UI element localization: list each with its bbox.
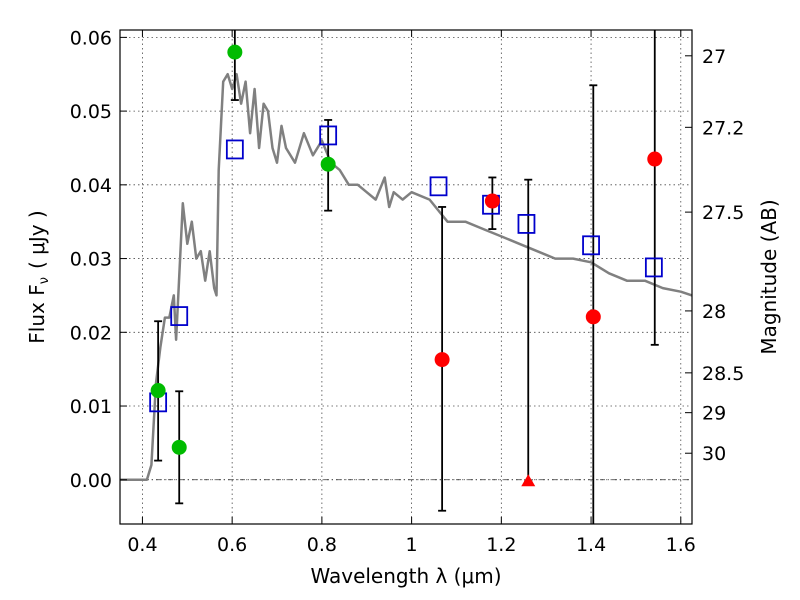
x-tick-label: 0.4 [127,534,157,556]
model-photometry-marker [517,214,536,234]
model-photometry-marker [644,257,663,278]
y-axis-title-subscript: ν [37,277,52,284]
x-axis-title: Wavelength λ (μm) [310,564,501,588]
nir-detection-marker [585,309,601,325]
axis-ticks [120,30,692,524]
model-photometry-marker [429,176,448,197]
optical-detection-marker [150,383,166,399]
y-tick-label: 0.02 [70,322,112,344]
y-tick-label: 0.01 [70,396,112,418]
magnitude-tick-label: 28 [702,301,726,323]
y-tick-label: 0.03 [70,249,112,271]
x-tick-label: 0.6 [217,534,247,556]
x-tick-label: 1.6 [666,534,696,556]
magnitude-tick-label: 28.5 [702,363,744,385]
magnitude-tick-label: 29 [702,403,726,425]
data-markers [149,44,663,487]
magnitude-tick-label: 27.5 [702,202,744,224]
y-axis-title-group: Flux Fν ( μJy ) [25,210,52,343]
model-spectrum-line [120,72,693,482]
model-spectrum-layer [120,72,693,482]
model-photometry-marker [170,306,189,326]
magnitude-tick-label: 27 [702,46,726,68]
y-tick-label: 0.06 [70,27,112,49]
svg-text:Flux Fν( μJy ): Flux Fν ( μJy ) [25,210,52,343]
optical-detection-marker [227,44,243,60]
tick-labels: 0.4 0.6 0.8 1 1.2 1.4 1.6 0.00 0.01 0.02 0.03 0.04 0… [70,27,745,556]
x-tick-label: 1.4 [576,534,606,556]
y-tick-label: 0.00 [70,470,112,492]
x-tick-label: 1.2 [486,534,516,556]
model-photometry-marker [582,235,600,256]
model-photometry-marker [319,125,338,146]
nir-detection-marker [484,193,500,209]
optical-detection-marker [171,439,187,455]
nir-detection-marker [647,151,663,167]
grid-lines [120,30,692,524]
nir-detection-marker [434,352,450,368]
optical-detection-marker [320,156,336,172]
y-tick-label: 0.05 [70,101,112,123]
error-bars [154,30,659,524]
model-photometry-marker [225,139,244,160]
x-tick-label: 0.8 [307,534,337,556]
y-tick-label: 0.04 [70,175,112,197]
magnitude-tick-label: 27.2 [702,117,744,139]
y2-axis-title: Magnitude (AB) [757,199,781,354]
y-axis-title: Flux F [25,284,49,343]
plot-frame [119,29,693,525]
y-axis-title-unit: ( μJy ) [25,210,49,269]
x-tick-label: 1 [406,534,418,556]
magnitude-tick-label: 30 [702,443,726,465]
upper-limit-marker [521,474,536,487]
